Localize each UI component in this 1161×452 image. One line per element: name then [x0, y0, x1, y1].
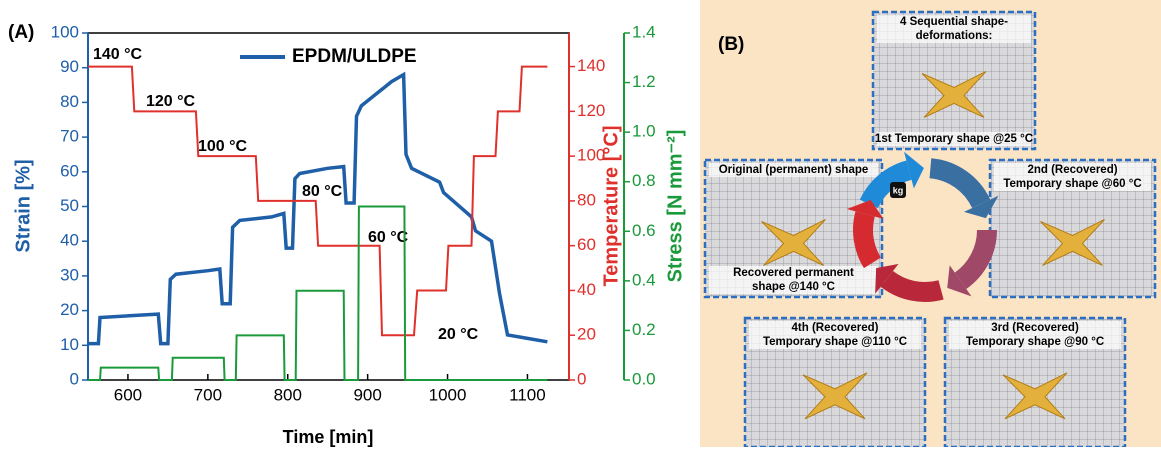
y3-tick-label: 0.8 — [632, 171, 656, 190]
annotation: 140 °C — [93, 46, 143, 63]
y-tick-label: 30 — [60, 265, 79, 284]
weight-label: kg — [893, 185, 904, 195]
y-tick-label: 0 — [70, 369, 79, 388]
y-axis-label: Strain [%] — [12, 159, 34, 252]
photo-caption: 4 Sequential shape- — [900, 16, 1008, 28]
photo-caption: Temporary shape @110 °C — [763, 336, 907, 348]
figure: (A) Time [min] Strain [%] Temperature [°… — [0, 0, 1161, 447]
photo-caption: shape @140 °C — [752, 281, 835, 293]
y-tick-label: 80 — [60, 92, 79, 111]
y2-tick-label: 20 — [577, 325, 596, 344]
y2-tick-label: 100 — [577, 146, 605, 165]
y2-tick-label: 60 — [577, 235, 596, 254]
photo-caption: 3rd (Recovered) — [991, 322, 1079, 334]
annotation: 100 °C — [198, 138, 248, 155]
y3-tick-label: 1.4 — [632, 22, 656, 41]
photo-caption: Temporary shape @60 °C — [1003, 178, 1141, 190]
photo-caption: Original (permanent) shape — [719, 164, 869, 176]
y3-tick-label: 0.6 — [632, 221, 656, 240]
annotation: 20 °C — [438, 326, 479, 343]
cycle-arrow — [863, 214, 872, 263]
y-tick-label: 50 — [60, 196, 79, 215]
y-tick-label: 70 — [60, 127, 79, 146]
x-tick-label: 600 — [114, 385, 142, 404]
y2-tick-label: 40 — [577, 280, 596, 299]
photo-caption: deformations: — [916, 30, 993, 42]
x-tick-label: 900 — [353, 385, 381, 404]
y3-tick-label: 0.2 — [632, 320, 656, 339]
annotation: 120 °C — [146, 93, 196, 110]
photo-caption: 1st Temporary shape @25 °C — [875, 133, 1033, 145]
panel-label: (A) — [8, 22, 34, 43]
photo-caption: 4th (Recovered) — [792, 322, 879, 334]
x-tick-label: 1000 — [429, 385, 467, 404]
photo-caption: 2nd (Recovered) — [1027, 164, 1117, 176]
y2-tick-label: 80 — [577, 190, 596, 209]
x-axis-label: Time [min] — [283, 427, 374, 447]
y2-tick-label: 0 — [577, 369, 586, 388]
annotation: 60 °C — [368, 229, 409, 246]
annotation: 80 °C — [302, 183, 343, 200]
y-tick-label: 100 — [51, 22, 79, 41]
panel-label: (B) — [718, 34, 744, 55]
y3-tick-label: 1.0 — [632, 122, 656, 141]
page: {"chart_data": {"type": "line", "label":… — [0, 0, 1161, 452]
photo-caption: Recovered permanent — [733, 267, 854, 279]
y3-tick-label: 0.0 — [632, 369, 656, 388]
x-tick-label: 1100 — [509, 385, 546, 404]
series-line — [88, 75, 547, 344]
y3-tick-label: 1.2 — [632, 72, 656, 91]
legend-label: EPDM/ULDPE — [292, 46, 417, 67]
x-tick-label: 800 — [274, 385, 302, 404]
y-tick-label: 90 — [60, 57, 79, 76]
photo-caption: Temporary shape @90 °C — [966, 336, 1104, 348]
y2-tick-label: 140 — [577, 56, 605, 75]
y2-tick-label: 120 — [577, 101, 605, 120]
y-tick-label: 20 — [60, 300, 79, 319]
y3-tick-label: 0.4 — [632, 270, 656, 289]
y-tick-label: 10 — [60, 335, 79, 354]
y-tick-label: 60 — [60, 161, 79, 180]
y-tick-label: 40 — [60, 231, 79, 250]
y3-axis-label: Stress [N mm⁻²] — [664, 130, 686, 283]
x-tick-label: 700 — [194, 385, 222, 404]
